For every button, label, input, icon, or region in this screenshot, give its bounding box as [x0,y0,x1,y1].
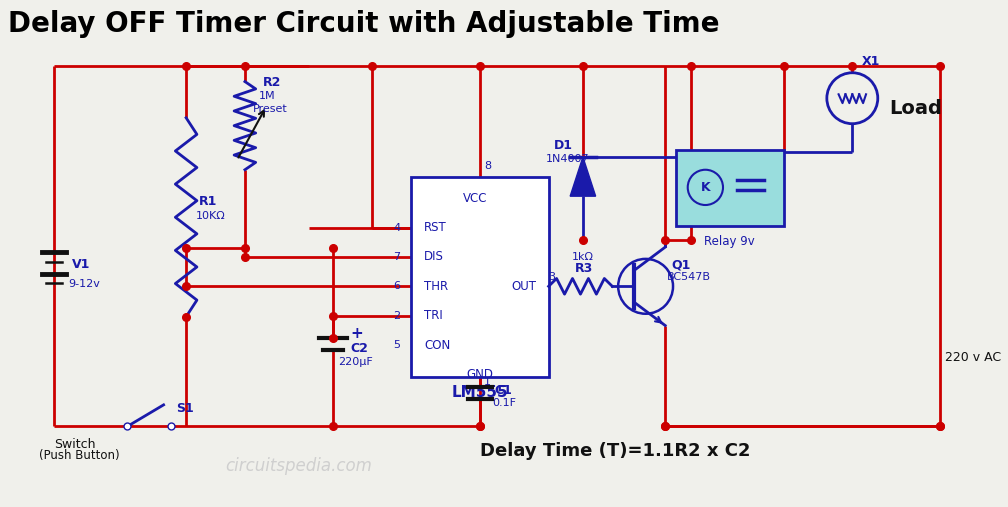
Text: 4: 4 [393,223,400,233]
Text: S1: S1 [176,402,195,415]
Text: R1: R1 [199,195,218,207]
Text: 2: 2 [393,311,400,321]
Text: 7: 7 [393,252,400,262]
Text: 3: 3 [548,272,555,281]
Bar [676,150,784,226]
Text: THR: THR [424,280,449,293]
Text: V1: V1 [72,258,90,271]
Polygon shape [571,157,596,196]
Text: 220 v AC: 220 v AC [946,351,1002,365]
Text: 5: 5 [393,340,400,350]
Text: 10KΩ: 10KΩ [196,211,226,221]
Bar [411,176,548,377]
Text: LM555: LM555 [452,385,508,400]
Text: 0.1F: 0.1F [492,398,516,408]
Text: VCC: VCC [463,192,488,205]
Text: 1N4007: 1N4007 [545,154,590,164]
Text: 220μF: 220μF [338,357,373,367]
Text: D1: D1 [553,139,573,152]
Text: TRI: TRI [424,309,443,322]
Text: R2: R2 [262,77,281,89]
Text: Load: Load [889,98,942,118]
Text: 9-12v: 9-12v [69,279,101,289]
Text: 1kΩ: 1kΩ [573,252,594,262]
Text: BC547B: BC547B [667,272,712,281]
Text: 6: 6 [393,281,400,292]
Text: C1: C1 [495,384,513,396]
Text: K: K [701,181,711,194]
Text: 1M: 1M [259,91,275,101]
Text: (Push Button): (Push Button) [39,449,120,462]
Text: RST: RST [424,221,447,234]
Text: Switch: Switch [53,438,96,451]
Text: OUT: OUT [511,280,536,293]
Text: 1: 1 [484,377,491,387]
Text: 8: 8 [484,161,491,171]
Text: GND: GND [467,368,494,381]
Text: R3: R3 [576,262,594,275]
Text: Delay OFF Timer Circuit with Adjustable Time: Delay OFF Timer Circuit with Adjustable … [8,10,720,38]
Text: circuitspedia.com: circuitspedia.com [226,457,372,475]
Text: Relay 9v: Relay 9v [705,235,755,248]
Text: DIS: DIS [424,250,445,264]
Text: Delay Time (T)=1.1R2 x C2: Delay Time (T)=1.1R2 x C2 [480,442,751,460]
Text: CON: CON [424,339,451,351]
Text: X1: X1 [862,55,880,68]
Text: Preset: Preset [253,104,287,114]
Text: Q1: Q1 [671,258,690,271]
Text: +: + [351,326,364,341]
Text: C2: C2 [351,342,369,354]
